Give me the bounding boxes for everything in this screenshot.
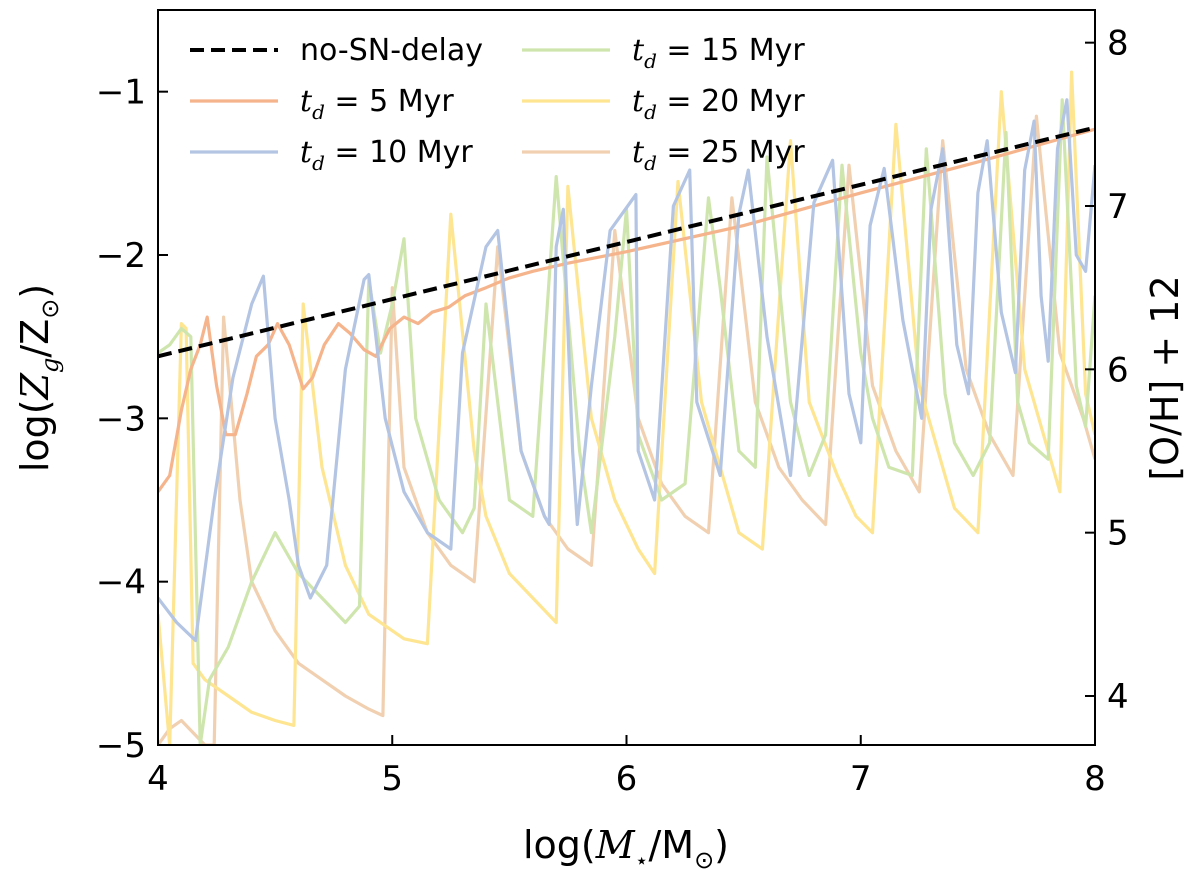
x-tick-label: 8 xyxy=(1084,759,1106,799)
legend-label: td = 20 Myr xyxy=(632,84,805,124)
legend-label: td = 5 Myr xyxy=(300,84,454,124)
legend-label: td = 15 Myr xyxy=(632,33,805,73)
series-line-1 xyxy=(158,127,1095,493)
series-line-4 xyxy=(158,70,1095,745)
legend: no-SN-delay td = 5 Myr td = 10 Myr td = 15 … xyxy=(190,33,805,175)
legend-label: td = 10 Myr xyxy=(300,135,473,175)
y-axis-right-label: [O/H] + 12 xyxy=(1143,275,1187,480)
series-layer xyxy=(158,70,1095,745)
y-right-tick-label: 5 xyxy=(1107,514,1129,554)
series-line-2 xyxy=(158,98,1095,643)
legend-label: no-SN-delay xyxy=(300,33,483,68)
y-right-tick-label: 4 xyxy=(1107,677,1129,717)
x-tick-label: 5 xyxy=(381,759,403,799)
legend-label: td = 25 Myr xyxy=(632,135,805,175)
x-tick-label: 7 xyxy=(850,759,872,799)
series-line-5 xyxy=(158,114,1095,745)
y-right-tick-label: 7 xyxy=(1107,187,1129,227)
series-line-3 xyxy=(158,98,1095,745)
y-left-tick-label: −3 xyxy=(96,399,146,439)
y-left-tick-label: −2 xyxy=(96,236,146,276)
series-line-0 xyxy=(158,125,1095,359)
ticks-layer: 4 5 6 7 8 −5 −4 −3 −2 −1 4 5 6 7 8 xyxy=(96,24,1129,799)
y-right-tick-label: 6 xyxy=(1107,350,1129,390)
y-axis-left-label: log(Zg/Z⊙) xyxy=(13,284,64,472)
y-left-tick-label: −1 xyxy=(96,73,146,113)
y-left-tick-label: −5 xyxy=(96,726,146,766)
x-tick-label: 4 xyxy=(147,759,169,799)
y-right-tick-label: 8 xyxy=(1107,24,1129,64)
x-tick-label: 6 xyxy=(616,759,638,799)
y-left-tick-label: −4 xyxy=(96,563,146,603)
x-axis-label: log(M⋆/M⊙) xyxy=(523,823,729,873)
